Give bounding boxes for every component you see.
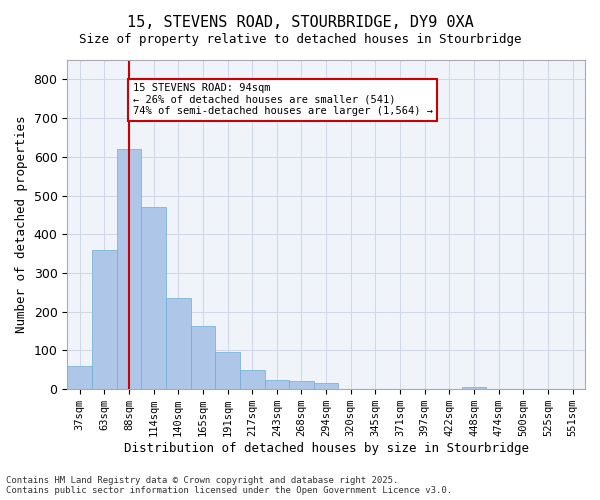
Bar <box>67 366 92 389</box>
Y-axis label: Number of detached properties: Number of detached properties <box>15 116 28 334</box>
Bar <box>265 380 289 389</box>
Bar <box>116 149 141 389</box>
Text: 15, STEVENS ROAD, STOURBRIDGE, DY9 0XA: 15, STEVENS ROAD, STOURBRIDGE, DY9 0XA <box>127 15 473 30</box>
Bar <box>92 250 116 389</box>
Text: Size of property relative to detached houses in Stourbridge: Size of property relative to detached ho… <box>79 32 521 46</box>
Bar <box>166 298 191 389</box>
Text: 15 STEVENS ROAD: 94sqm
← 26% of detached houses are smaller (541)
74% of semi-de: 15 STEVENS ROAD: 94sqm ← 26% of detached… <box>133 83 433 116</box>
X-axis label: Distribution of detached houses by size in Stourbridge: Distribution of detached houses by size … <box>124 442 529 455</box>
Bar <box>215 352 240 389</box>
Bar <box>314 384 338 389</box>
Text: Contains HM Land Registry data © Crown copyright and database right 2025.
Contai: Contains HM Land Registry data © Crown c… <box>6 476 452 495</box>
Bar <box>240 370 265 389</box>
Bar <box>289 382 314 389</box>
Bar <box>462 386 487 389</box>
Bar <box>141 207 166 389</box>
Bar <box>191 326 215 389</box>
